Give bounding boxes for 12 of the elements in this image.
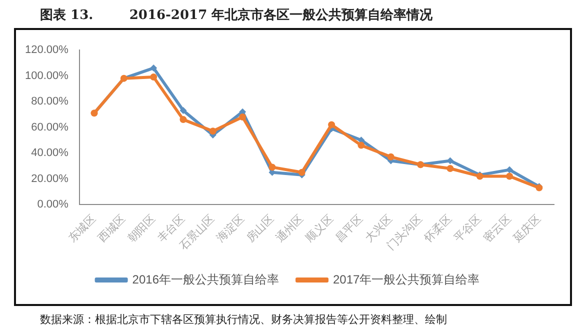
y-tick-label: 80.00% bbox=[31, 96, 69, 108]
y-tick-label: 40.00% bbox=[31, 147, 69, 160]
legend-label: 2016年一般公共预算自给率 bbox=[132, 272, 280, 286]
legend-label: 2017年一般公共预算自给率 bbox=[333, 272, 480, 286]
x-tick-label: 东城区 bbox=[66, 212, 98, 245]
y-tick-label: 60.00% bbox=[31, 121, 69, 134]
y-tick-label: 100.00% bbox=[24, 70, 69, 82]
y-tick-label: 0.00% bbox=[37, 198, 69, 211]
y-tick-label: 20.00% bbox=[31, 172, 69, 185]
source-note: 数据来源：根据北京市下辖各区预算执行情况、财务决算报告等公开资料整理、绘制 bbox=[40, 312, 447, 327]
y-tick-label: 120.00% bbox=[24, 44, 69, 56]
chart-title: 图表 13. 2016-2017 年北京市各区一般公共预算自给率情况 bbox=[40, 6, 433, 24]
